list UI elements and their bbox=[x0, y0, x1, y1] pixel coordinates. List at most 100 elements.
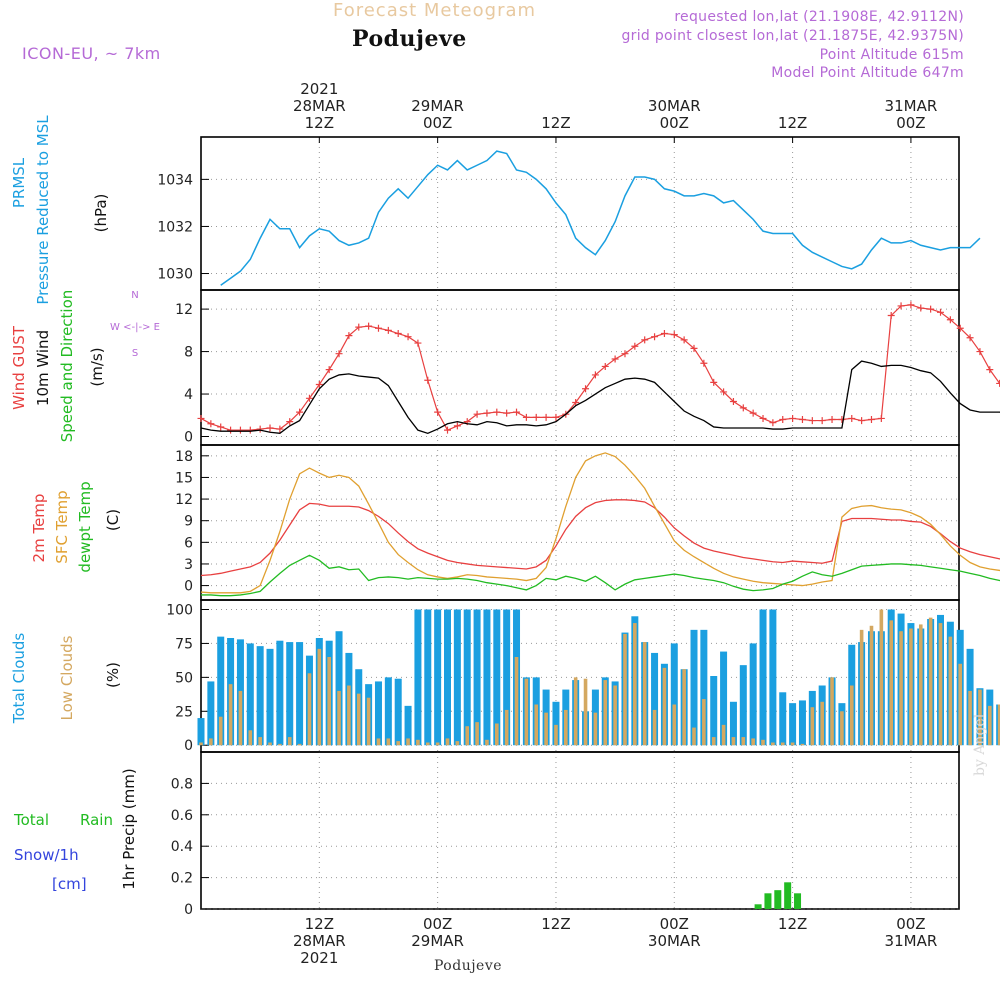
total-cloud-bar bbox=[463, 609, 471, 746]
gust-point bbox=[286, 418, 294, 426]
low-cloud-bar bbox=[356, 693, 361, 746]
total-cloud-bar bbox=[483, 609, 491, 746]
low-cloud-bar bbox=[859, 629, 864, 746]
gust-point bbox=[937, 308, 944, 316]
gust-point bbox=[907, 301, 915, 309]
low-cloud-bar bbox=[928, 617, 933, 746]
low-cloud-bar bbox=[554, 724, 558, 746]
y-tick-label: 25 bbox=[175, 704, 193, 720]
gust-point bbox=[246, 426, 254, 434]
low-cloud-bar bbox=[238, 690, 243, 746]
gust-point bbox=[798, 416, 806, 424]
gust-point bbox=[887, 311, 895, 319]
gust-point bbox=[591, 371, 599, 379]
gust-point bbox=[434, 408, 442, 416]
dewpt-line bbox=[201, 554, 1000, 597]
low-cloud-bar bbox=[228, 684, 233, 746]
total-cloud-bar bbox=[197, 718, 205, 746]
label-precip-mm: 1hr Precip (mm) bbox=[120, 768, 138, 889]
gust-point bbox=[473, 410, 481, 418]
low-cloud-bar bbox=[307, 673, 312, 746]
gust-point bbox=[217, 423, 225, 431]
label-sfc-temp: SFC Temp bbox=[53, 490, 71, 563]
y-tick-label: 12 bbox=[175, 492, 193, 508]
gust-point bbox=[670, 331, 678, 339]
gust-point bbox=[651, 333, 659, 341]
low-cloud-bar bbox=[425, 742, 430, 746]
low-cloud-bar bbox=[721, 724, 726, 746]
low-cloud-bar bbox=[435, 742, 440, 746]
y-tick-label: 1032 bbox=[157, 219, 193, 235]
y-tick-label: 0.2 bbox=[171, 871, 193, 887]
total-cloud-bar bbox=[404, 705, 412, 746]
total-cloud-bar bbox=[374, 681, 382, 746]
low-cloud-bar bbox=[790, 742, 795, 746]
y-tick-label: 1030 bbox=[157, 267, 193, 283]
low-cloud-bar bbox=[672, 704, 677, 746]
low-cloud-bar bbox=[445, 738, 450, 746]
time-label-bottom: 30MAR bbox=[648, 932, 701, 950]
gust-point bbox=[414, 339, 422, 347]
total-cloud-bar bbox=[414, 609, 422, 746]
low-cloud-bar bbox=[514, 657, 519, 746]
gust-point bbox=[917, 304, 925, 312]
low-cloud-bar bbox=[524, 678, 529, 746]
time-label-top: 29MAR bbox=[411, 97, 464, 115]
time-label-top: 00Z bbox=[896, 114, 925, 132]
y-tick-label: 0 bbox=[184, 738, 193, 754]
gust-point bbox=[483, 409, 491, 417]
gust-point bbox=[513, 408, 521, 416]
gust-point bbox=[838, 416, 846, 424]
y-tick-label: 15 bbox=[175, 470, 193, 486]
gust-point bbox=[927, 305, 935, 313]
low-cloud-bar bbox=[287, 737, 292, 746]
gust-point bbox=[236, 426, 244, 434]
low-cloud-bar bbox=[662, 667, 667, 746]
low-cloud-bar bbox=[337, 690, 341, 746]
label-10m-wind: 10m Wind bbox=[34, 330, 52, 406]
low-cloud-bar bbox=[731, 737, 736, 746]
time-label-bottom: 12Z bbox=[305, 915, 334, 933]
label-snow: Snow/1h bbox=[14, 846, 79, 864]
low-cloud-bar bbox=[918, 624, 923, 746]
gust-point bbox=[572, 399, 580, 407]
y-tick-label: 50 bbox=[175, 670, 193, 686]
low-cloud-bar bbox=[909, 628, 913, 746]
time-label-top: 00Z bbox=[660, 114, 689, 132]
time-label-bottom: 2021 bbox=[300, 949, 338, 967]
gust-point bbox=[808, 417, 816, 425]
low-cloud-bar bbox=[849, 685, 854, 746]
time-label-bottom: 28MAR bbox=[293, 932, 346, 950]
station-name: Podujeve bbox=[352, 26, 467, 52]
gust-point bbox=[345, 332, 353, 340]
gust-point bbox=[493, 408, 501, 416]
low-cloud-bar bbox=[958, 663, 963, 746]
gust-point bbox=[365, 322, 373, 330]
gust-point bbox=[582, 385, 590, 393]
total-cloud-bar bbox=[651, 652, 659, 746]
gust-point bbox=[641, 336, 649, 344]
time-label-bottom: 00Z bbox=[423, 915, 452, 933]
total-cloud-bar bbox=[453, 609, 461, 746]
low-cloud-bar bbox=[406, 738, 410, 746]
label-percent: (%) bbox=[104, 662, 122, 688]
total-cloud-bar bbox=[729, 701, 737, 746]
gust-point bbox=[305, 394, 313, 402]
total-cloud-bar bbox=[444, 609, 451, 746]
label-pressure: Pressure Reduced to MSL bbox=[34, 115, 52, 305]
y-tick-label: 100 bbox=[166, 603, 193, 619]
label-total: Total bbox=[13, 811, 49, 829]
gust-point bbox=[335, 350, 343, 358]
total-cloud-bar bbox=[473, 609, 481, 746]
low-cloud-bar bbox=[771, 742, 775, 746]
total-cloud-bar bbox=[769, 609, 777, 746]
low-cloud-bar bbox=[633, 623, 637, 746]
low-cloud-bar bbox=[741, 737, 746, 746]
rain-bar bbox=[764, 893, 772, 909]
low-cloud-bar bbox=[948, 636, 953, 746]
low-cloud-bar bbox=[899, 631, 903, 746]
temp-sfc-line bbox=[200, 452, 1000, 594]
total-cloud-bar bbox=[720, 651, 728, 746]
low-cloud-bar bbox=[879, 609, 884, 746]
y-tick-label: 0 bbox=[184, 579, 193, 595]
